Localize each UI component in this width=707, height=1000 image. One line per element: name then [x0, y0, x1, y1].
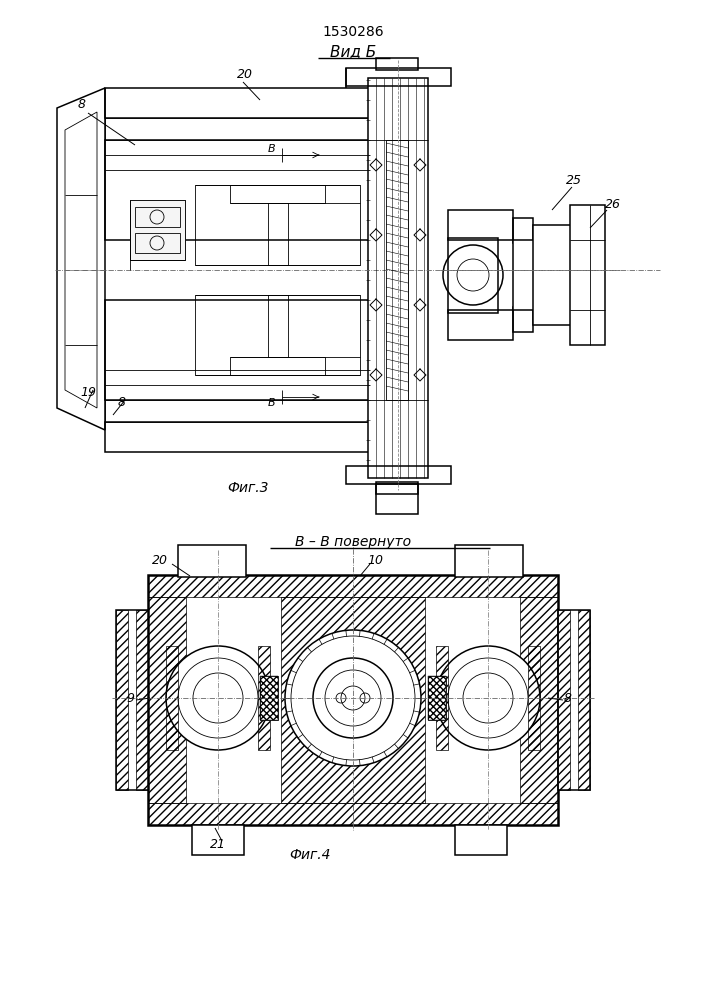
Text: 19: 19	[80, 385, 96, 398]
Bar	[368, 78, 428, 478]
Circle shape	[166, 646, 270, 750]
Text: Фиг.4: Фиг.4	[289, 848, 331, 862]
Bar	[558, 610, 570, 790]
Text: 26: 26	[605, 198, 621, 212]
Text: 20: 20	[237, 68, 253, 82]
Bar	[533, 225, 573, 325]
Text: Фиг.3: Фиг.3	[227, 481, 269, 495]
Text: В – В повернуто: В – В повернуто	[295, 535, 411, 549]
Text: Вид Б: Вид Б	[330, 44, 376, 60]
Text: 25: 25	[566, 174, 582, 186]
Bar	[105, 300, 370, 400]
Bar	[260, 676, 278, 720]
Bar	[268, 203, 288, 265]
Bar	[130, 200, 185, 260]
Bar	[513, 218, 533, 243]
Bar	[195, 295, 360, 375]
Circle shape	[341, 686, 365, 710]
Text: 8: 8	[564, 692, 572, 704]
Bar	[105, 400, 370, 422]
Bar	[105, 140, 370, 240]
Bar	[448, 310, 513, 340]
Text: 20: 20	[152, 554, 168, 566]
Bar	[135, 207, 180, 227]
Bar	[148, 575, 558, 597]
Bar	[136, 610, 148, 790]
Text: 8: 8	[118, 396, 126, 410]
Text: 9: 9	[126, 692, 134, 704]
Bar	[268, 295, 288, 357]
Bar	[436, 646, 448, 750]
Bar	[166, 646, 178, 750]
Polygon shape	[57, 88, 105, 430]
Text: 1530286: 1530286	[322, 25, 384, 39]
Bar	[281, 597, 425, 803]
Bar	[105, 88, 370, 118]
Circle shape	[436, 646, 540, 750]
Bar	[455, 825, 507, 855]
Bar	[513, 240, 558, 310]
Bar	[116, 610, 148, 790]
Bar	[148, 597, 186, 803]
Bar	[135, 233, 180, 253]
Bar	[376, 484, 418, 514]
Bar	[105, 118, 370, 140]
Bar	[386, 140, 408, 400]
Bar	[570, 205, 605, 345]
Text: 10: 10	[367, 554, 383, 566]
Bar	[558, 610, 590, 790]
Circle shape	[313, 658, 393, 738]
Bar	[448, 210, 513, 240]
Bar	[346, 68, 451, 86]
Bar	[376, 482, 418, 494]
Bar	[428, 676, 446, 720]
Bar	[105, 422, 370, 452]
Circle shape	[325, 670, 381, 726]
Circle shape	[448, 658, 528, 738]
Bar	[230, 357, 325, 375]
Bar	[528, 646, 540, 750]
Bar	[428, 676, 446, 720]
Bar	[448, 238, 498, 313]
Bar	[192, 825, 244, 855]
Bar	[130, 200, 185, 260]
Bar	[178, 545, 246, 577]
Bar	[455, 545, 523, 577]
Bar	[578, 610, 590, 790]
Bar	[195, 185, 360, 265]
Circle shape	[178, 658, 258, 738]
Text: В: В	[268, 144, 276, 154]
Bar	[346, 466, 451, 484]
Bar	[116, 610, 128, 790]
Bar	[376, 58, 418, 70]
Bar	[230, 185, 325, 203]
Text: В: В	[268, 398, 276, 408]
Bar	[260, 676, 278, 720]
Circle shape	[285, 630, 421, 766]
Circle shape	[463, 673, 513, 723]
Polygon shape	[65, 112, 97, 408]
Bar	[148, 803, 558, 825]
Bar	[513, 307, 533, 332]
Bar	[148, 575, 558, 825]
Text: 21: 21	[210, 838, 226, 852]
Bar	[520, 597, 558, 803]
Bar	[258, 646, 270, 750]
Circle shape	[193, 673, 243, 723]
Text: 8: 8	[78, 99, 86, 111]
